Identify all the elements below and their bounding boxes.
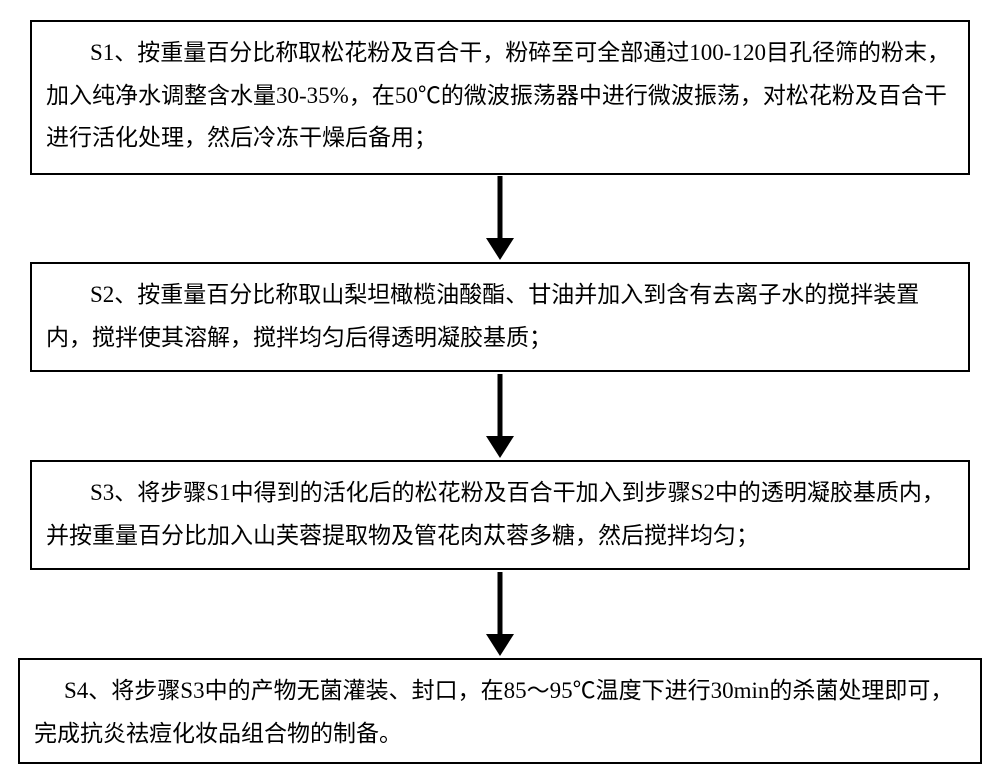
step-s3: S3、将步骤S1中得到的活化后的松花粉及百合干加入到步骤S2中的透明凝胶基质内，…	[30, 460, 970, 570]
step-s4-text: S4、将步骤S3中的产物无菌灌装、封口，在85～95℃温度下进行30min的杀菌…	[34, 678, 953, 746]
arrow-s2-s3	[482, 374, 518, 458]
arrow-s3-s4	[482, 572, 518, 656]
step-s2: S2、按重量百分比称取山梨坦橄榄油酸酯、甘油并加入到含有去离子水的搅拌装置内，搅…	[30, 262, 970, 372]
step-s1-text: S1、按重量百分比称取松花粉及百合干，粉碎至可全部通过100-120目孔径筛的粉…	[46, 40, 950, 150]
arrow-s1-s2	[482, 176, 518, 260]
step-s1: S1、按重量百分比称取松花粉及百合干，粉碎至可全部通过100-120目孔径筛的粉…	[30, 20, 970, 175]
step-s4: S4、将步骤S3中的产物无菌灌装、封口，在85～95℃温度下进行30min的杀菌…	[18, 658, 982, 764]
step-s3-text: S3、将步骤S1中得到的活化后的松花粉及百合干加入到步骤S2中的透明凝胶基质内，…	[46, 480, 945, 548]
flowchart-canvas: S1、按重量百分比称取松花粉及百合干，粉碎至可全部通过100-120目孔径筛的粉…	[0, 0, 1000, 770]
step-s2-text: S2、按重量百分比称取山梨坦橄榄油酸酯、甘油并加入到含有去离子水的搅拌装置内，搅…	[46, 282, 919, 350]
